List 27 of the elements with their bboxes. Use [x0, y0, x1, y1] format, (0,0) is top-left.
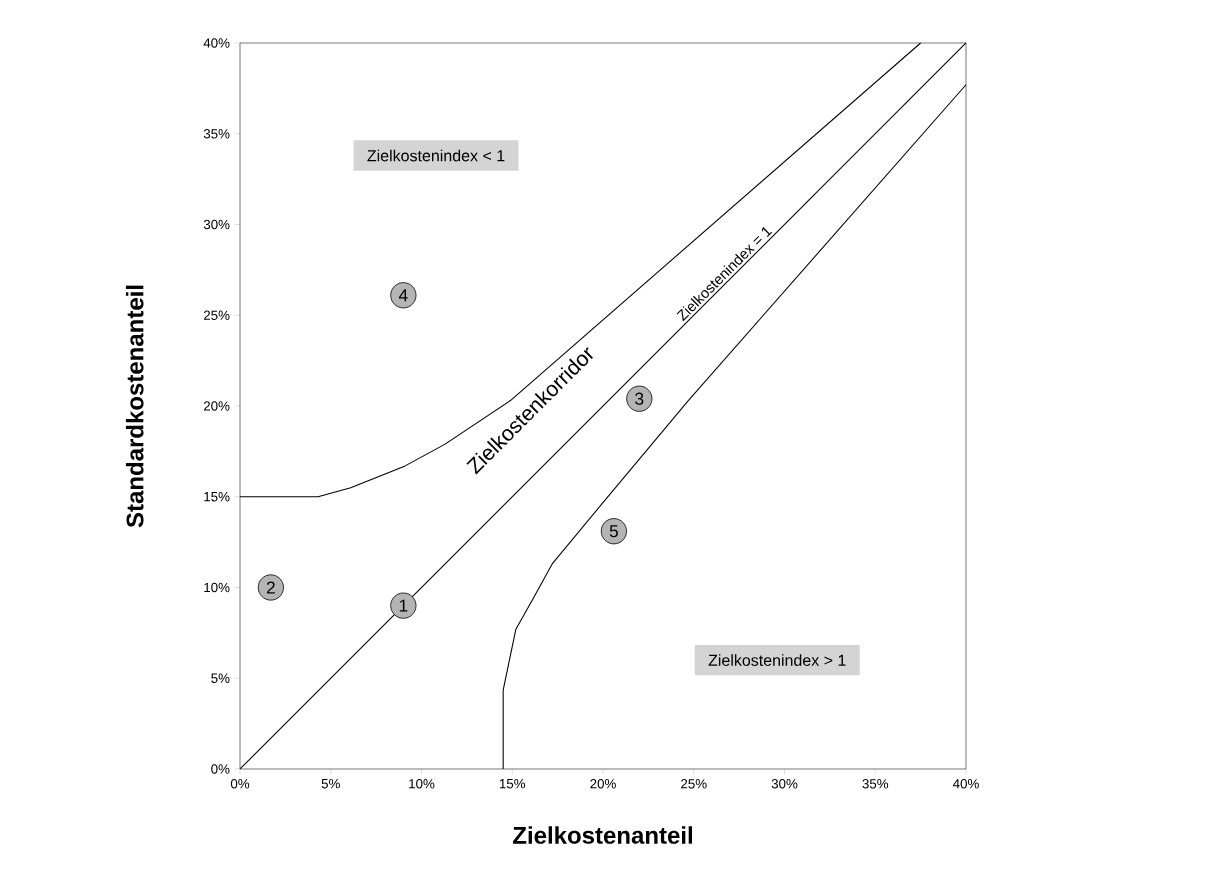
y-tick-label: 35% [203, 129, 230, 139]
y-tick-label: 20% [203, 401, 230, 411]
y-tick-label: 40% [203, 38, 230, 48]
annotation: 1 [399, 599, 408, 612]
annotation: Zielkostenindex < 1 [367, 149, 505, 162]
x-tick-label: 10% [409, 779, 435, 789]
x-tick-label: 0% [230, 779, 250, 789]
y-axis-title: Standardkostenanteil [125, 285, 144, 528]
y-tick-label: 10% [204, 582, 230, 593]
annotation: 3 [635, 392, 644, 405]
annotation: 5 [609, 525, 618, 538]
annotation: 2 [266, 581, 275, 594]
y-tick-label: 25% [203, 310, 230, 320]
y-tick-label: 5% [211, 673, 230, 683]
x-tick-label: 5% [321, 779, 340, 789]
y-tick-label: 0% [211, 764, 230, 774]
y-tick-label: 15% [204, 492, 230, 502]
x-tick-label: 30% [771, 779, 798, 789]
x-tick-label: 15% [499, 779, 526, 789]
annotation: 4 [398, 289, 408, 302]
x-tick-label: 35% [862, 779, 889, 789]
y-tick-label: 30% [203, 219, 230, 230]
x-tick-label: 40% [952, 779, 979, 789]
x-tick-label: 20% [590, 779, 616, 789]
annotation: Zielkostenindex > 1 [708, 654, 846, 666]
x-axis-title: Zielkostenanteil [513, 826, 693, 844]
x-tick-label: 25% [681, 779, 707, 789]
